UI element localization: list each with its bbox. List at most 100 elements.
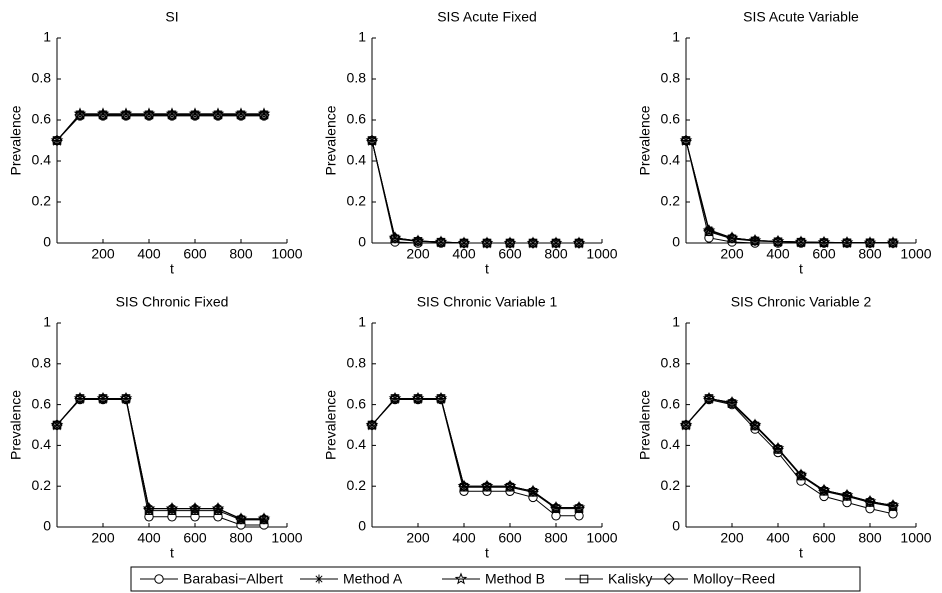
marker: [818, 484, 830, 496]
marker: [236, 514, 246, 524]
marker: [167, 110, 177, 120]
series-line: [56, 115, 264, 141]
y-tick-label: 0.8: [347, 70, 367, 86]
subplot-title: SI: [165, 9, 178, 25]
x-tick-label: 800: [858, 246, 882, 262]
x-tick-label: 800: [858, 530, 882, 546]
y-tick-label: 0.6: [661, 395, 681, 411]
marker: [367, 136, 377, 145]
marker: [166, 109, 178, 121]
marker: [435, 236, 447, 248]
marker: [551, 503, 561, 513]
marker: [749, 234, 761, 247]
marker: [121, 110, 131, 120]
series-line: [371, 399, 579, 517]
marker: [436, 393, 446, 403]
series-line: [685, 140, 893, 244]
marker: [413, 236, 423, 246]
series-line: [685, 397, 894, 507]
y-tick-label: 0.8: [32, 70, 52, 86]
x-tick-label: 1000: [900, 246, 931, 262]
marker: [550, 501, 562, 514]
marker: [750, 236, 760, 246]
x-tick-label: 600: [812, 530, 836, 546]
marker: [865, 497, 875, 506]
marker: [749, 419, 761, 431]
marker: [888, 238, 898, 248]
marker: [212, 109, 224, 121]
marker: [121, 394, 131, 403]
subplot-title: SIS Chronic Variable 1: [417, 294, 558, 310]
marker: [98, 393, 108, 403]
marker: [97, 392, 109, 405]
y-tick-label: 0.8: [32, 355, 52, 371]
legend-label: Barabasi−Albert: [183, 571, 283, 587]
y-tick-label: 0: [672, 518, 680, 534]
marker: [458, 237, 470, 249]
y-tick-label: 0: [672, 234, 680, 250]
marker: [436, 237, 446, 247]
y-tick-label: 0.4: [661, 436, 681, 452]
x-tick-label: 200: [91, 530, 115, 546]
marker: [773, 443, 783, 453]
marker: [795, 469, 807, 481]
y-tick-label: 0.8: [347, 355, 367, 371]
legend-label: Method A: [343, 571, 403, 587]
series-line: [685, 397, 894, 507]
marker: [750, 420, 760, 430]
y-tick-label: 1: [358, 29, 366, 45]
marker: [505, 238, 515, 248]
series-line: [371, 397, 579, 509]
marker: [681, 136, 691, 145]
marker: [121, 393, 131, 403]
x-tick-label: 1000: [271, 530, 302, 546]
marker: [51, 419, 63, 431]
y-tick-label: 0.4: [32, 436, 52, 452]
marker: [505, 481, 515, 491]
y-tick-label: 1: [672, 29, 680, 45]
series-line: [371, 140, 579, 244]
series-line: [685, 140, 893, 244]
marker: [413, 393, 423, 403]
marker: [819, 238, 829, 247]
marker: [213, 109, 223, 119]
y-tick-label: 0.4: [661, 152, 681, 168]
marker: [74, 392, 86, 405]
subplot-title: SIS Chronic Fixed: [116, 294, 229, 310]
y-tick-label: 0: [43, 234, 51, 250]
marker: [390, 394, 400, 403]
marker: [481, 480, 493, 492]
marker: [97, 109, 109, 121]
marker: [389, 232, 401, 244]
marker: [52, 420, 62, 430]
y-tick-label: 0.4: [32, 152, 52, 168]
series-line: [685, 397, 894, 507]
marker: [574, 503, 584, 513]
series-line: [685, 397, 894, 508]
marker: [772, 442, 784, 455]
x-tick-label: 1000: [586, 530, 617, 546]
y-tick-label: 0.8: [661, 70, 681, 86]
marker: [98, 109, 108, 119]
x-tick-label: 400: [766, 246, 790, 262]
y-tick-label: 0.2: [661, 193, 681, 209]
marker: [504, 237, 516, 249]
marker: [435, 392, 447, 405]
marker: [551, 238, 561, 248]
marker: [459, 238, 469, 248]
legend-marker: [454, 572, 468, 585]
marker: [120, 392, 132, 405]
marker: [527, 485, 539, 498]
series-line: [56, 397, 264, 520]
y-axis-label: Prevalence: [8, 390, 24, 460]
marker: [436, 237, 446, 247]
marker: [366, 134, 378, 147]
marker: [528, 238, 538, 248]
marker: [213, 504, 223, 514]
marker: [144, 110, 154, 120]
marker: [74, 109, 86, 121]
x-tick-label: 800: [544, 530, 568, 546]
marker: [144, 109, 154, 119]
marker: [190, 504, 200, 514]
marker: [413, 237, 423, 246]
